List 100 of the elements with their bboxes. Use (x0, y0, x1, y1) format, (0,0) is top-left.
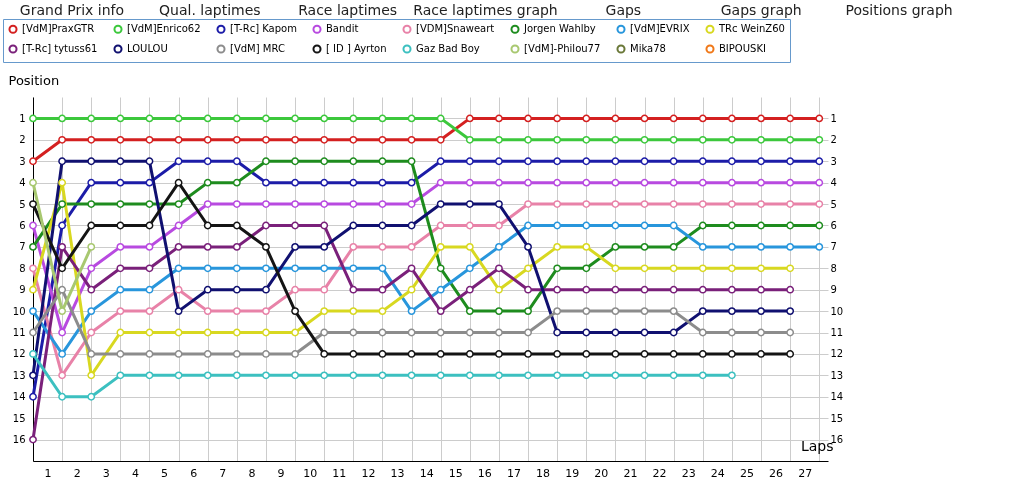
x-tick-label: 6 (190, 466, 198, 480)
point (611, 371, 620, 380)
legend-label: TRc WeinZ60 (718, 23, 785, 35)
point (757, 114, 765, 123)
point (378, 242, 387, 251)
point (727, 135, 736, 144)
y-tick-label: 9 (19, 284, 26, 296)
point (203, 264, 212, 273)
point (407, 328, 416, 337)
point (407, 285, 416, 294)
point (203, 328, 212, 337)
point (320, 285, 329, 294)
point (58, 114, 67, 123)
point (669, 285, 678, 294)
point (203, 221, 212, 230)
point (87, 157, 96, 166)
point (29, 200, 37, 208)
point (436, 221, 445, 230)
point (524, 264, 532, 273)
point (495, 157, 503, 166)
point (262, 157, 270, 166)
point (116, 114, 125, 123)
point (87, 328, 96, 337)
legend-label: [ ID ] Ayrton (326, 43, 387, 54)
point (698, 285, 707, 294)
point (262, 285, 270, 294)
y2-tick-label: 11 (830, 327, 844, 339)
point (349, 157, 358, 166)
point (582, 350, 591, 358)
point (349, 200, 358, 208)
point (727, 178, 736, 187)
legend-label: [VdM] MRC (230, 43, 285, 54)
text: Grand Prix info (19, 2, 125, 18)
point (669, 307, 678, 316)
point (320, 221, 329, 230)
point (524, 307, 532, 316)
y2-tick-label: 6 (830, 219, 837, 231)
point (582, 371, 591, 380)
point (465, 242, 474, 251)
point (232, 114, 241, 123)
point (757, 328, 765, 337)
point (262, 200, 270, 208)
point (116, 221, 125, 230)
point (320, 200, 329, 208)
point (727, 221, 736, 230)
point (407, 371, 416, 380)
point (29, 178, 37, 187)
point (698, 307, 707, 316)
point (58, 307, 67, 316)
point (145, 328, 154, 337)
point (349, 350, 358, 358)
point (349, 328, 358, 337)
point (436, 307, 445, 316)
point (116, 371, 125, 380)
point (757, 200, 765, 208)
point (524, 114, 532, 123)
point (727, 264, 736, 273)
point (553, 371, 562, 380)
point (203, 242, 212, 251)
y-tick-label: 15 (12, 412, 26, 424)
point (640, 157, 649, 166)
point (669, 328, 678, 337)
point (29, 350, 37, 358)
point (465, 135, 474, 144)
point (232, 350, 241, 358)
y-tick-label: 7 (19, 241, 26, 253)
point (582, 221, 591, 230)
point (407, 221, 416, 230)
legend-label: Mika78 (630, 43, 666, 54)
text: Positions graph (845, 2, 953, 18)
point (174, 264, 183, 273)
point (582, 114, 591, 123)
point (87, 350, 96, 358)
point (465, 285, 474, 294)
point (291, 242, 299, 251)
point (669, 350, 678, 358)
point (232, 221, 241, 230)
point (29, 307, 37, 316)
y2-tick-label: 15 (830, 412, 844, 424)
point (553, 114, 562, 123)
point (465, 114, 474, 123)
y2-tick-label: 1 (830, 112, 837, 124)
x-tick-label: 25 (739, 466, 754, 480)
point (611, 328, 620, 337)
point (495, 371, 503, 380)
point (524, 200, 532, 208)
point (553, 242, 562, 251)
point (87, 221, 96, 230)
point (495, 307, 503, 316)
point (378, 200, 387, 208)
point (465, 221, 474, 230)
y-tick-label: 12 (12, 348, 26, 360)
point (465, 328, 474, 337)
point (203, 178, 212, 187)
legend-label: Gaz Bad Boy (416, 43, 480, 54)
x-tick-label: 11 (332, 466, 347, 480)
x-tick-label: 27 (798, 466, 813, 480)
legend-label: BIPOUSKI (719, 43, 766, 54)
point (145, 200, 154, 208)
point (757, 221, 765, 230)
